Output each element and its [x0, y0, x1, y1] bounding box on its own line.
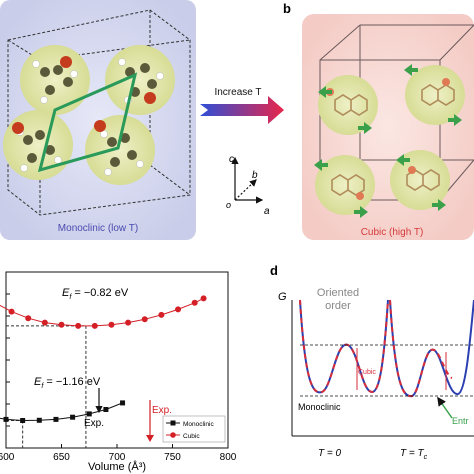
- panel-d: d G Oriented order Cubic Entr Monoclinic…: [270, 263, 474, 461]
- panel-d-guides: [300, 344, 474, 397]
- panel-b-letter: b: [283, 1, 291, 16]
- increase-t-arrow: Increase T: [200, 87, 284, 124]
- ef-cubic-label: Ef = −0.82 eV: [62, 287, 129, 301]
- free-energy-curves: [299, 299, 474, 398]
- cubic-point: [108, 321, 115, 328]
- rotation-arrows: [314, 64, 462, 218]
- monoclinic-point: [120, 400, 126, 406]
- cubic-point: [200, 295, 207, 302]
- cubic-point: [158, 311, 165, 318]
- axis-a-label: a: [264, 206, 270, 217]
- cubic-series-line: [0, 297, 204, 327]
- cubic-molecules: [315, 65, 465, 215]
- monoclinic-point: [53, 416, 59, 422]
- cubic-point: [58, 321, 65, 328]
- x-tick-label: 800: [220, 452, 237, 463]
- monoclinic-label: Monoclinic: [298, 402, 341, 412]
- exp-black-label: Exp.: [84, 418, 104, 429]
- chart-xlabel: Volume (Å³): [88, 460, 146, 473]
- cubic-point: [141, 316, 148, 323]
- axis-origin-label: o: [226, 200, 231, 210]
- ef-mono-label: Ef = −1.16 eV: [34, 376, 101, 390]
- legend-monoclinic: Monoclinic: [183, 421, 214, 428]
- cubic-point: [125, 319, 132, 326]
- entropy-arrow: [437, 396, 453, 419]
- monoclinic-molecules: [3, 45, 175, 185]
- panel-b: b: [283, 1, 474, 240]
- chart-series: [0, 295, 207, 423]
- exp-red-label: Exp.: [152, 405, 172, 416]
- monoclinic-point: [70, 414, 76, 420]
- oriented-label: Oriented: [317, 287, 359, 299]
- x-tick-label: 600: [0, 452, 15, 463]
- cubic-point: [175, 306, 182, 313]
- panel-a-caption: Monoclinic (low T): [58, 223, 138, 234]
- x-tick-label: 750: [164, 452, 181, 463]
- x-tick-label: 700: [109, 452, 126, 463]
- cubic-point: [191, 299, 198, 306]
- order-label: order: [325, 300, 351, 312]
- cubic-point: [91, 322, 98, 329]
- axis-b-label: b: [252, 170, 258, 181]
- gradient-arrow: [200, 96, 284, 124]
- monoclinic-point: [103, 407, 109, 412]
- t-zero-label: T = 0: [318, 448, 342, 459]
- cubic-point: [25, 315, 32, 322]
- panel-b-caption: Cubic (high T): [361, 227, 424, 238]
- axis-c-label: c: [229, 154, 234, 165]
- x-tick-label: 650: [53, 452, 70, 463]
- panel-a: Monoclinic (low T): [0, 0, 196, 240]
- cubic-gap-label: Cubic: [358, 369, 376, 376]
- monoclinic-point: [20, 418, 26, 423]
- legend-cubic: Cubic: [183, 433, 200, 440]
- monoclinic-point: [36, 417, 42, 423]
- cubic-point: [41, 319, 48, 326]
- panel-d-ylabel: G: [278, 291, 287, 303]
- entropy-label: Entr: [452, 416, 469, 426]
- cubic-point: [8, 308, 15, 315]
- monoclinic-point: [3, 416, 9, 422]
- primitive-cell-outline: [37, 72, 138, 173]
- chart-ticks: 600 650 700 750 800: [0, 293, 237, 463]
- cubic-point: [75, 322, 82, 329]
- panel-c-chart: 600 650 700 750 800 Ef = −0.82 eV Ef = −1.16…: [0, 271, 237, 473]
- panel-d-letter: d: [270, 263, 278, 278]
- increase-t-label: Increase T: [214, 87, 261, 98]
- monoclinic-point: [86, 411, 92, 417]
- t-critical-label: T = Tc: [400, 448, 428, 461]
- axes-triad: c b a o: [226, 154, 270, 217]
- chart-legend: Monoclinic Cubic: [162, 415, 226, 443]
